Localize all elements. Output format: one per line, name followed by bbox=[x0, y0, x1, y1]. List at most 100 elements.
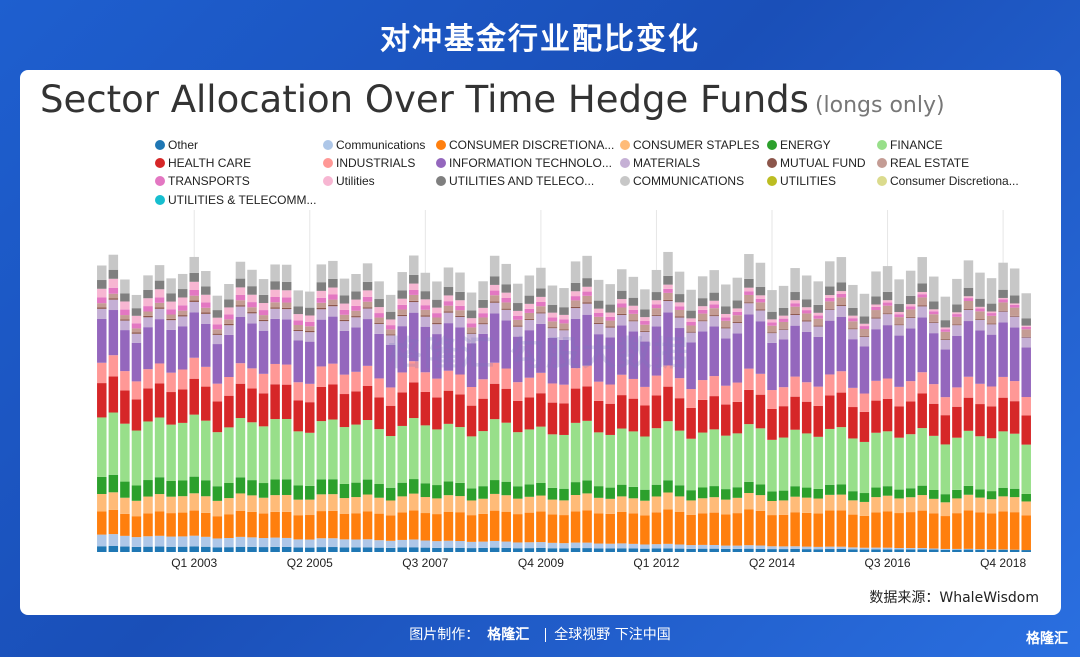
bar-segment[interactable] bbox=[501, 309, 511, 321]
bar-segment[interactable] bbox=[744, 493, 754, 510]
bar-segment[interactable] bbox=[778, 321, 789, 329]
bar-segment[interactable] bbox=[801, 299, 812, 308]
bar-segment[interactable] bbox=[108, 546, 119, 552]
bar-segment[interactable] bbox=[489, 383, 500, 420]
bar-segment[interactable] bbox=[420, 299, 431, 306]
bar-segment[interactable] bbox=[882, 398, 893, 432]
bar-segment[interactable] bbox=[640, 500, 650, 516]
bar-segment[interactable] bbox=[640, 436, 650, 490]
bar-segment[interactable] bbox=[859, 326, 870, 330]
bar-segment[interactable] bbox=[975, 489, 985, 498]
bar-segment[interactable] bbox=[755, 321, 766, 374]
bar-segment[interactable] bbox=[917, 297, 927, 306]
bar-segment[interactable] bbox=[825, 546, 835, 550]
bar-segment[interactable] bbox=[801, 549, 812, 552]
bar-segment[interactable] bbox=[420, 272, 431, 292]
bar-segment[interactable] bbox=[374, 397, 384, 430]
bar-segment[interactable] bbox=[697, 513, 708, 545]
bar-segment[interactable] bbox=[351, 497, 361, 514]
bar-segment[interactable] bbox=[963, 510, 974, 549]
bar-segment[interactable] bbox=[767, 325, 777, 333]
legend-item[interactable]: COMMUNICATIONS bbox=[620, 174, 744, 188]
bar-segment[interactable] bbox=[894, 314, 904, 318]
bar-segment[interactable] bbox=[212, 295, 223, 311]
bar-segment[interactable] bbox=[975, 497, 985, 513]
bar-segment[interactable] bbox=[397, 298, 407, 305]
bar-segment[interactable] bbox=[443, 311, 454, 313]
bar-segment[interactable] bbox=[247, 422, 257, 481]
bar-segment[interactable] bbox=[813, 488, 823, 499]
bar-segment[interactable] bbox=[281, 537, 292, 547]
bar-segment[interactable] bbox=[709, 292, 719, 301]
bar-segment[interactable] bbox=[767, 333, 777, 343]
bar-segment[interactable] bbox=[270, 297, 280, 303]
bar-segment[interactable] bbox=[420, 425, 431, 484]
bar-segment[interactable] bbox=[466, 327, 477, 333]
bar-segment[interactable] bbox=[154, 308, 165, 320]
bar-segment[interactable] bbox=[640, 341, 650, 387]
bar-segment[interactable] bbox=[963, 430, 974, 486]
bar-segment[interactable] bbox=[582, 493, 592, 511]
bar-segment[interactable] bbox=[478, 498, 488, 514]
bar-segment[interactable] bbox=[825, 395, 835, 429]
bar-segment[interactable] bbox=[859, 493, 870, 502]
bar-segment[interactable] bbox=[894, 317, 904, 325]
bar-segment[interactable] bbox=[409, 289, 419, 295]
bar-segment[interactable] bbox=[905, 316, 916, 318]
bar-segment[interactable] bbox=[143, 289, 153, 299]
bar-segment[interactable] bbox=[362, 281, 373, 291]
bar-segment[interactable] bbox=[709, 548, 719, 552]
bar-segment[interactable] bbox=[651, 496, 662, 513]
bar-segment[interactable] bbox=[952, 324, 962, 326]
bar-segment[interactable] bbox=[339, 547, 350, 552]
bar-segment[interactable] bbox=[986, 438, 997, 492]
bar-segment[interactable] bbox=[778, 546, 789, 550]
bar-segment[interactable] bbox=[524, 496, 535, 513]
bar-segment[interactable] bbox=[848, 329, 858, 340]
bar-segment[interactable] bbox=[628, 309, 639, 314]
bar-segment[interactable] bbox=[120, 481, 130, 498]
bar-segment[interactable] bbox=[836, 293, 847, 298]
bar-segment[interactable] bbox=[189, 378, 199, 415]
bar-segment[interactable] bbox=[848, 307, 858, 316]
bar-segment[interactable] bbox=[131, 333, 142, 343]
bar-segment[interactable] bbox=[224, 325, 234, 335]
bar-segment[interactable] bbox=[97, 546, 107, 552]
bar-segment[interactable] bbox=[686, 438, 696, 491]
bar-segment[interactable] bbox=[536, 483, 546, 496]
bar-segment[interactable] bbox=[258, 426, 269, 484]
bar-segment[interactable] bbox=[697, 321, 708, 332]
bar-segment[interactable] bbox=[929, 403, 939, 436]
bar-segment[interactable] bbox=[351, 291, 361, 300]
bar-segment[interactable] bbox=[224, 299, 234, 308]
bar-segment[interactable] bbox=[778, 315, 789, 319]
bar-segment[interactable] bbox=[801, 433, 812, 488]
bar-segment[interactable] bbox=[397, 512, 407, 540]
bar-segment[interactable] bbox=[166, 318, 176, 321]
bar-segment[interactable] bbox=[755, 484, 766, 496]
bar-segment[interactable] bbox=[97, 308, 107, 319]
bar-segment[interactable] bbox=[651, 314, 662, 316]
bar-segment[interactable] bbox=[374, 307, 384, 314]
bar-segment[interactable] bbox=[674, 294, 685, 303]
bar-segment[interactable] bbox=[998, 289, 1008, 298]
bar-segment[interactable] bbox=[686, 389, 696, 408]
bar-segment[interactable] bbox=[374, 547, 384, 552]
bar-segment[interactable] bbox=[305, 341, 315, 384]
bar-segment[interactable] bbox=[97, 297, 107, 304]
bar-segment[interactable] bbox=[848, 514, 858, 548]
bar-segment[interactable] bbox=[905, 548, 916, 550]
bar-segment[interactable] bbox=[524, 542, 535, 549]
bar-segment[interactable] bbox=[432, 299, 442, 308]
bar-segment[interactable] bbox=[478, 313, 488, 318]
legend-item[interactable]: CONSUMER DISCRETIONA... bbox=[436, 138, 614, 152]
bar-segment[interactable] bbox=[848, 547, 858, 550]
bar-segment[interactable] bbox=[108, 298, 119, 300]
bar-segment[interactable] bbox=[131, 315, 142, 324]
bar-segment[interactable] bbox=[108, 299, 119, 311]
bar-segment[interactable] bbox=[466, 515, 477, 542]
bar-segment[interactable] bbox=[755, 302, 766, 310]
bar-segment[interactable] bbox=[882, 495, 893, 512]
bar-segment[interactable] bbox=[478, 513, 488, 542]
bar-segment[interactable] bbox=[212, 432, 223, 487]
